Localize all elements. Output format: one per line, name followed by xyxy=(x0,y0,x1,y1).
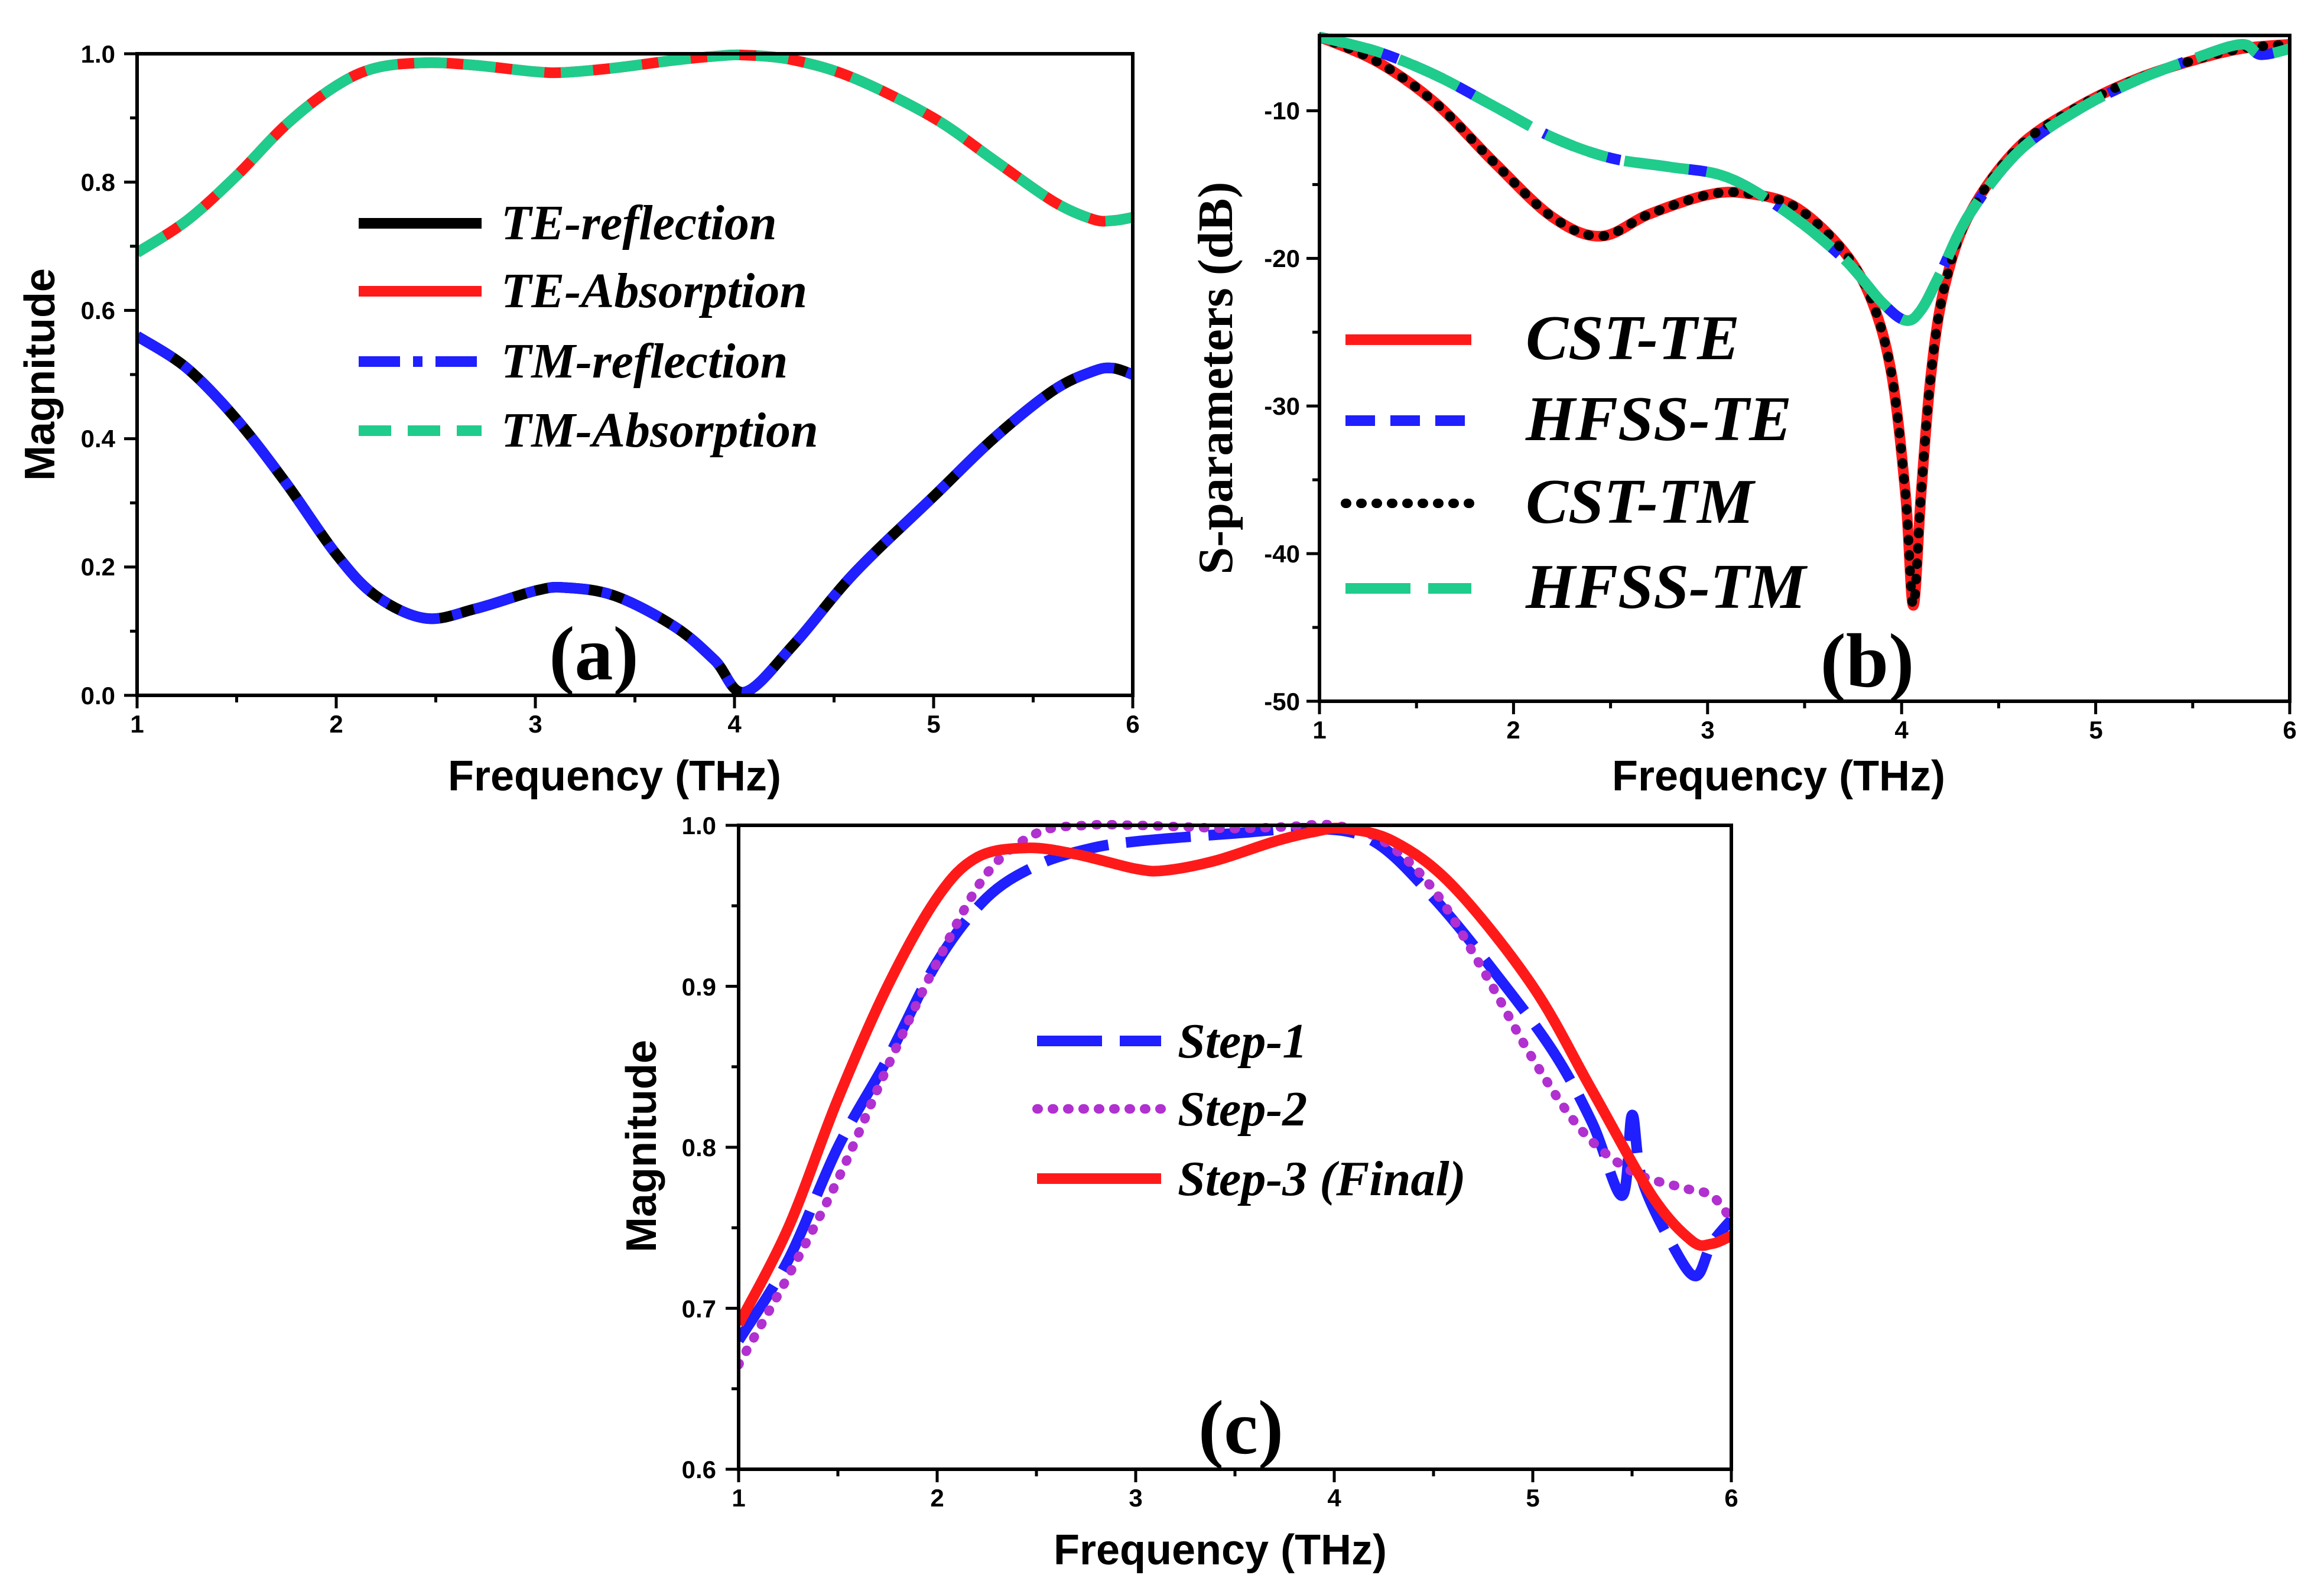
panel-c-legend: Step-1 Step-2 Step-3 (Final) xyxy=(1032,1014,1466,1206)
panel-a-ticks xyxy=(124,52,1135,708)
panel-c-series-step-3-final xyxy=(739,822,1731,1327)
panel-c-ytick-1: 0.7 xyxy=(682,1295,716,1323)
panel-b-legend-hfss-tm: HFSS-TM xyxy=(1525,552,1808,622)
panel-b-xtick-6: 6 xyxy=(2283,716,2296,744)
panel-b-ytick-3: -20 xyxy=(1264,245,1300,272)
panel-a-xtick-1: 1 xyxy=(130,710,144,738)
panel-a-series-tm-reflection xyxy=(137,331,1133,695)
panel-c: 1 2 3 4 5 6 0.6 0.7 0.8 0.9 1.0 Frequenc… xyxy=(618,812,1738,1574)
panel-c-xtick-1: 1 xyxy=(732,1484,745,1512)
panel-a-xtick-4: 4 xyxy=(727,710,742,738)
panel-c-legend-step-1: Step-1 xyxy=(1178,1014,1307,1069)
panel-b-series-cst-te xyxy=(1319,32,2290,611)
panel-a-legend: TE-reflection TE-Absorption TM-reflectio… xyxy=(359,196,818,458)
panel-c-series xyxy=(739,819,1731,1369)
panel-b-label: (b) xyxy=(1821,619,1915,704)
panel-c-ytick-2: 0.8 xyxy=(682,1134,716,1161)
panel-a-ytick-4: 0.8 xyxy=(81,168,115,196)
panel-a-xtick-6: 6 xyxy=(1126,710,1139,738)
panel-a-ytick-0: 0.0 xyxy=(81,682,115,710)
panel-b-ytick-4: -10 xyxy=(1264,97,1300,125)
panel-c-frame xyxy=(737,824,1733,1471)
panel-c-ticks xyxy=(726,824,1733,1482)
panel-b-legend: CST-TE HFSS-TE CST-TM HFSS-TM xyxy=(1341,303,1808,622)
panel-a-ytick-5: 1.0 xyxy=(81,40,115,68)
panel-a-legend-te-reflection: TE-reflection xyxy=(501,196,777,250)
panel-c-xtick-5: 5 xyxy=(1526,1484,1539,1512)
panel-c-legend-step-2: Step-2 xyxy=(1178,1082,1307,1137)
panel-a-xtick-2: 2 xyxy=(329,710,343,738)
panel-b-series-cst-tm xyxy=(1319,32,2290,610)
panel-a-ylabel: Magnitude xyxy=(17,268,64,481)
panel-a-series-tm-absorption xyxy=(137,49,1133,258)
panel-b-legend-cst-tm: CST-TM xyxy=(1526,467,1756,537)
panel-c-legend-step-3: Step-3 (Final) xyxy=(1178,1151,1466,1206)
panel-a-series xyxy=(137,49,1133,695)
panel-a-ytick-1: 0.2 xyxy=(81,553,115,581)
panel-b-xtick-5: 5 xyxy=(2089,716,2102,744)
panel-b-series-hfss-tm xyxy=(1319,31,2290,326)
panel-b-series xyxy=(1319,31,2290,611)
panel-b-legend-cst-te: CST-TE xyxy=(1526,303,1740,373)
panel-a-legend-tm-absorption: TM-Absorption xyxy=(501,403,818,458)
panel-b-xtick-3: 3 xyxy=(1701,716,1714,744)
panel-b-xlabel: Frequency (THz) xyxy=(1612,753,1945,800)
panel-c-xtick-6: 6 xyxy=(1724,1484,1738,1512)
panel-c-xtick-3: 3 xyxy=(1129,1484,1142,1512)
panel-b-ytick-1: -40 xyxy=(1264,540,1300,568)
panel-c-xtick-2: 2 xyxy=(930,1484,944,1512)
panel-c-ylabel: Magnitude xyxy=(618,1040,665,1252)
panel-a-xlabel: Frequency (THz) xyxy=(448,753,781,800)
panel-a-label: (a) xyxy=(549,611,639,697)
panel-b-ytick-2: -30 xyxy=(1264,392,1300,420)
panel-a-ytick-3: 0.6 xyxy=(81,297,115,324)
panel-b: 1 2 3 4 5 6 -50 -40 -30 -20 -10 Frequenc… xyxy=(1188,31,2297,800)
panel-b-xtick-2: 2 xyxy=(1506,716,1520,744)
panel-a-legend-te-absorption: TE-Absorption xyxy=(501,263,807,318)
panel-c-ytick-4: 1.0 xyxy=(682,812,716,839)
panel-b-xtick-4: 4 xyxy=(1894,716,1909,744)
panel-a-xtick-5: 5 xyxy=(927,710,940,738)
panel-c-xtick-4: 4 xyxy=(1327,1484,1341,1512)
panel-b-ytick-0: -50 xyxy=(1264,688,1300,715)
panel-c-series-step-2 xyxy=(739,819,1731,1369)
panel-c-label: (c) xyxy=(1198,1385,1283,1470)
panel-a-legend-tm-reflection: TM-reflection xyxy=(501,334,788,389)
panel-b-legend-hfss-te: HFSS-TE xyxy=(1525,384,1792,454)
panel-c-ytick-3: 0.9 xyxy=(682,973,716,1001)
panel-a: 1 2 3 4 5 6 0.0 0.2 0.4 0.6 0.8 1.0 Freq… xyxy=(17,40,1140,800)
panel-a-xtick-3: 3 xyxy=(528,710,542,738)
panel-a-ytick-2: 0.4 xyxy=(81,425,116,453)
panel-c-xlabel: Frequency (THz) xyxy=(1054,1527,1387,1574)
panel-b-ticks xyxy=(1306,109,2292,714)
panel-c-ytick-0: 0.6 xyxy=(682,1456,716,1483)
panel-b-xtick-1: 1 xyxy=(1312,716,1326,744)
panel-b-ylabel: S-parameters (dB) xyxy=(1188,182,1243,575)
